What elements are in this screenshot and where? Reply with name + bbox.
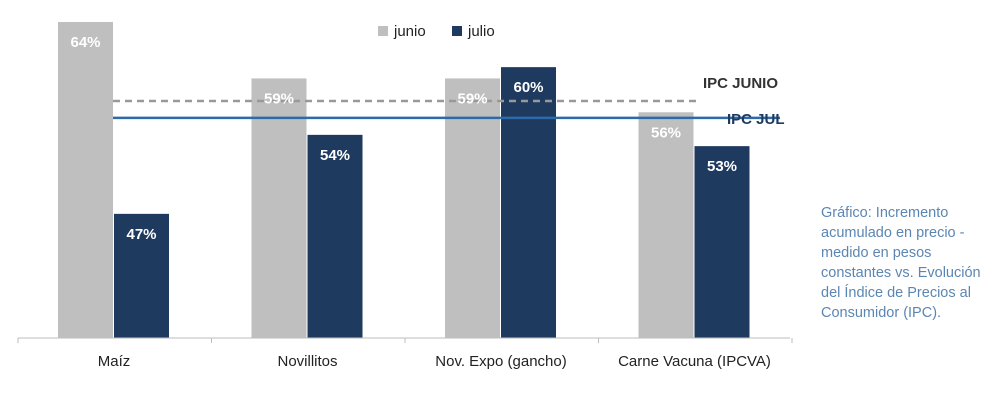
bar-junio-1 xyxy=(251,78,307,338)
bar-value-label: 56% xyxy=(651,124,681,141)
legend-label-julio: julio xyxy=(467,23,495,40)
bar-value-label: 59% xyxy=(457,90,487,107)
bar-julio-1 xyxy=(307,134,363,338)
x-axis-ticks xyxy=(17,338,793,343)
ref-line-label: IPC JUNIO xyxy=(703,75,778,92)
bar-value-label: 60% xyxy=(513,79,543,96)
category-label: Carne Vacuna (IPCVA) xyxy=(618,353,771,370)
bar-value-label: 53% xyxy=(707,158,737,175)
category-label: Novillitos xyxy=(277,353,337,370)
chart-caption: Gráfico: Incremento acumulado en precio … xyxy=(821,205,981,321)
legend: junio julio xyxy=(378,23,495,40)
bar-julio-3 xyxy=(694,146,750,338)
bar-julio-0 xyxy=(114,213,169,338)
bar-value-label: 54% xyxy=(320,147,350,164)
bar-junio-2 xyxy=(445,78,500,338)
category-label: Nov. Expo (gancho) xyxy=(435,353,566,370)
bar-julio-2 xyxy=(501,67,556,339)
category-label: Maíz xyxy=(98,353,131,370)
bars-layer xyxy=(58,22,750,339)
bar-value-label: 59% xyxy=(264,90,294,107)
bar-junio-0 xyxy=(58,22,113,338)
bar-value-labels: 64% 47% 59% 54% 59% 60% 56% 53% xyxy=(70,34,737,243)
legend-label-junio: junio xyxy=(393,23,426,40)
ref-line-label: IPC JUL xyxy=(727,111,785,128)
reference-lines: IPC JUNIO IPC JUL xyxy=(113,75,785,128)
legend-swatch-junio xyxy=(378,26,388,36)
category-labels: Maíz Novillitos Nov. Expo (gancho) Carne Va… xyxy=(98,353,771,370)
bar-junio-3 xyxy=(638,112,694,339)
legend-swatch-julio xyxy=(452,26,462,36)
bar-value-label: 47% xyxy=(126,226,156,243)
bar-value-label: 64% xyxy=(70,34,100,51)
